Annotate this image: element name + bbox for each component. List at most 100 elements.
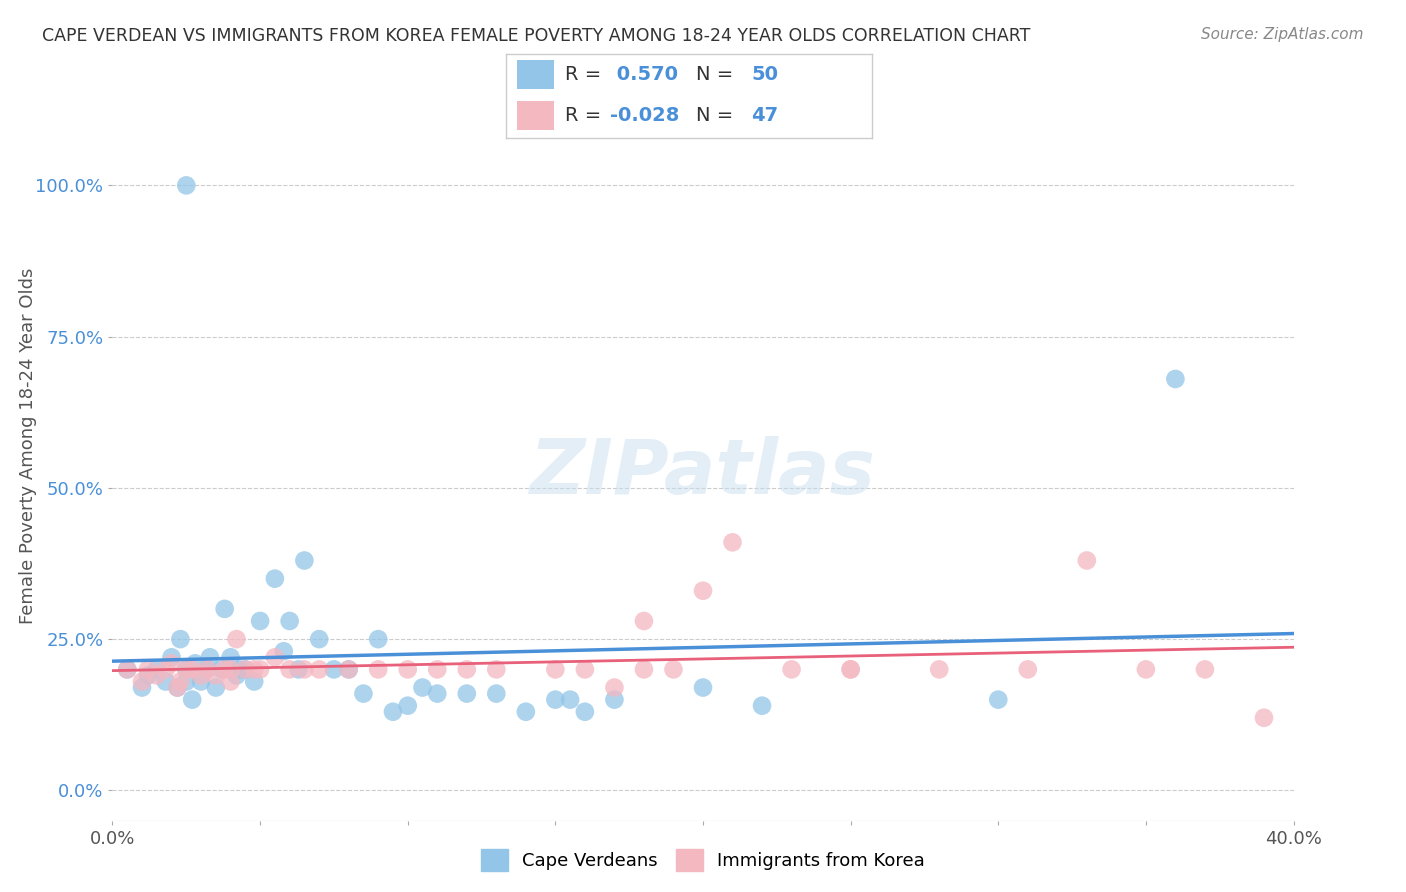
Point <box>219 650 242 665</box>
Point <box>243 674 266 689</box>
Point <box>292 662 315 676</box>
Point <box>456 662 478 676</box>
Point <box>219 662 242 676</box>
Text: Female Poverty Among 18-24 Year Olds: Female Poverty Among 18-24 Year Olds <box>20 268 37 624</box>
Text: N =: N = <box>696 65 740 84</box>
Point <box>169 674 191 689</box>
Point <box>287 662 309 676</box>
Point <box>928 662 950 676</box>
Point <box>396 698 419 713</box>
Text: R =: R = <box>565 65 607 84</box>
Point <box>292 553 315 567</box>
Point <box>1135 662 1157 676</box>
Text: N =: N = <box>696 106 740 125</box>
Point <box>160 650 183 665</box>
Point <box>131 681 153 695</box>
Point <box>181 662 204 676</box>
Point <box>633 662 655 676</box>
Point <box>515 705 537 719</box>
Bar <box>517 61 554 89</box>
Point <box>603 681 626 695</box>
Point <box>146 662 169 676</box>
Point <box>249 662 271 676</box>
Point <box>352 687 374 701</box>
Point <box>1164 372 1187 386</box>
Legend: Cape Verdeans, Immigrants from Korea: Cape Verdeans, Immigrants from Korea <box>474 842 932 879</box>
Point <box>839 662 862 676</box>
Point <box>211 662 233 676</box>
Point <box>558 692 582 706</box>
Point <box>574 662 596 676</box>
Point <box>987 692 1010 706</box>
Point <box>117 662 138 676</box>
Point <box>273 644 295 658</box>
Point <box>184 657 207 671</box>
Point <box>544 692 567 706</box>
Point <box>337 662 360 676</box>
Point <box>174 674 197 689</box>
Point <box>174 662 197 676</box>
Text: ZIPatlas: ZIPatlas <box>530 436 876 509</box>
Point <box>117 662 138 676</box>
Point <box>426 687 449 701</box>
Point <box>181 692 204 706</box>
Point <box>225 668 247 682</box>
Point <box>160 657 183 671</box>
Point <box>198 650 221 665</box>
Point <box>190 668 212 682</box>
Point <box>174 178 197 193</box>
Point <box>219 674 242 689</box>
Text: 47: 47 <box>751 106 778 125</box>
Point <box>233 662 256 676</box>
Point <box>155 662 177 676</box>
Point <box>308 662 330 676</box>
Point <box>264 572 287 586</box>
Point <box>485 662 508 676</box>
Point <box>382 705 405 719</box>
Point <box>692 583 714 598</box>
Point <box>155 674 177 689</box>
Point <box>323 662 346 676</box>
Point <box>839 662 862 676</box>
Point <box>205 668 228 682</box>
Point <box>228 662 250 676</box>
Point <box>225 632 247 647</box>
Point <box>662 662 685 676</box>
Point <box>136 668 159 682</box>
Point <box>169 632 191 647</box>
Point <box>136 662 159 676</box>
Point <box>146 668 169 682</box>
Point <box>1017 662 1039 676</box>
Point <box>249 614 271 628</box>
Point <box>337 662 360 676</box>
Point <box>456 687 478 701</box>
Point <box>205 681 228 695</box>
Point <box>780 662 803 676</box>
Point <box>603 692 626 706</box>
Text: CAPE VERDEAN VS IMMIGRANTS FROM KOREA FEMALE POVERTY AMONG 18-24 YEAR OLDS CORRE: CAPE VERDEAN VS IMMIGRANTS FROM KOREA FE… <box>42 27 1031 45</box>
Text: R =: R = <box>565 106 607 125</box>
Point <box>233 662 256 676</box>
Point <box>243 662 266 676</box>
Point <box>485 687 508 701</box>
Point <box>544 662 567 676</box>
Point <box>1194 662 1216 676</box>
Point <box>751 698 773 713</box>
Point <box>574 705 596 719</box>
Text: 0.570: 0.570 <box>610 65 678 84</box>
Point <box>214 602 236 616</box>
Point <box>195 662 218 676</box>
Text: 50: 50 <box>751 65 778 84</box>
Point <box>190 674 212 689</box>
Point <box>633 614 655 628</box>
Bar <box>517 101 554 130</box>
Point <box>166 681 188 695</box>
Point <box>278 614 301 628</box>
Point <box>264 650 287 665</box>
Point <box>131 674 153 689</box>
Point <box>166 681 188 695</box>
Point <box>411 681 433 695</box>
Point <box>195 662 218 676</box>
Point <box>1076 553 1098 567</box>
Point <box>367 662 389 676</box>
